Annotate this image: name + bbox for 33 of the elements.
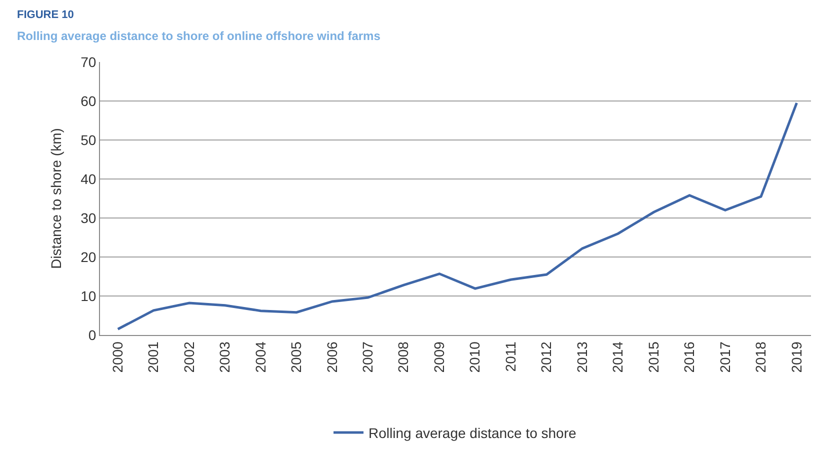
x-tick-label: 2019 [788,341,804,373]
chart-title: FIGURE 10 [17,9,74,21]
y-tick-label: 40 [80,170,96,187]
x-tick-label: 2017 [716,341,733,373]
legend-label: Rolling average distance to shore [368,424,577,441]
y-tick-label: 10 [80,288,96,304]
x-tick-label: 2018 [752,341,769,373]
y-tick-label: 0 [88,326,96,343]
chart-subtitle: Rolling average distance to shore of online offshore wind farms [17,29,381,43]
x-tick-label: 2000 [109,341,126,373]
y-tick-label: 20 [80,248,96,265]
x-tick-label: 2010 [466,341,483,373]
x-tick-label: 2008 [395,341,412,373]
x-tick-label: 2005 [288,341,304,373]
x-tick-label: 2004 [252,341,268,373]
x-tick-label: 2012 [538,341,554,373]
x-tick-label: 2013 [574,341,590,373]
line-series [116,102,798,330]
y-tick-label: 30 [80,210,96,226]
x-tick-label: 2016 [681,341,698,373]
x-tick-label: 2003 [216,341,233,373]
y-tick-label: 60 [80,92,96,109]
x-tick-label: 2009 [430,341,447,373]
x-tick-label: 2015 [645,341,662,373]
x-tick-label: 2007 [360,341,376,373]
y-tick-label: 70 [80,54,96,70]
x-tick-label: 2002 [180,341,197,373]
x-tick-label: 2011 [502,341,518,372]
x-tick-label: 2006 [324,341,340,373]
y-axis-title: Distance to shore (km) [48,128,64,269]
y-tick-label: 50 [80,132,96,148]
x-tick-label: 2001 [145,341,162,373]
x-tick-label: 2014 [610,341,626,373]
